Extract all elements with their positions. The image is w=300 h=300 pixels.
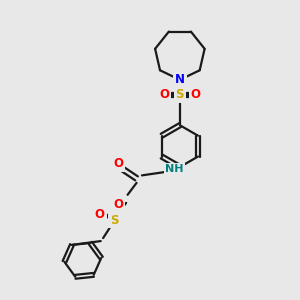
Text: O: O	[95, 208, 105, 221]
Text: S: S	[110, 214, 118, 227]
Text: N: N	[175, 73, 185, 86]
Text: O: O	[190, 88, 200, 101]
Text: O: O	[114, 198, 124, 211]
Text: NH: NH	[165, 164, 184, 174]
Text: O: O	[114, 157, 124, 170]
Text: O: O	[159, 88, 169, 101]
Text: S: S	[176, 88, 184, 101]
